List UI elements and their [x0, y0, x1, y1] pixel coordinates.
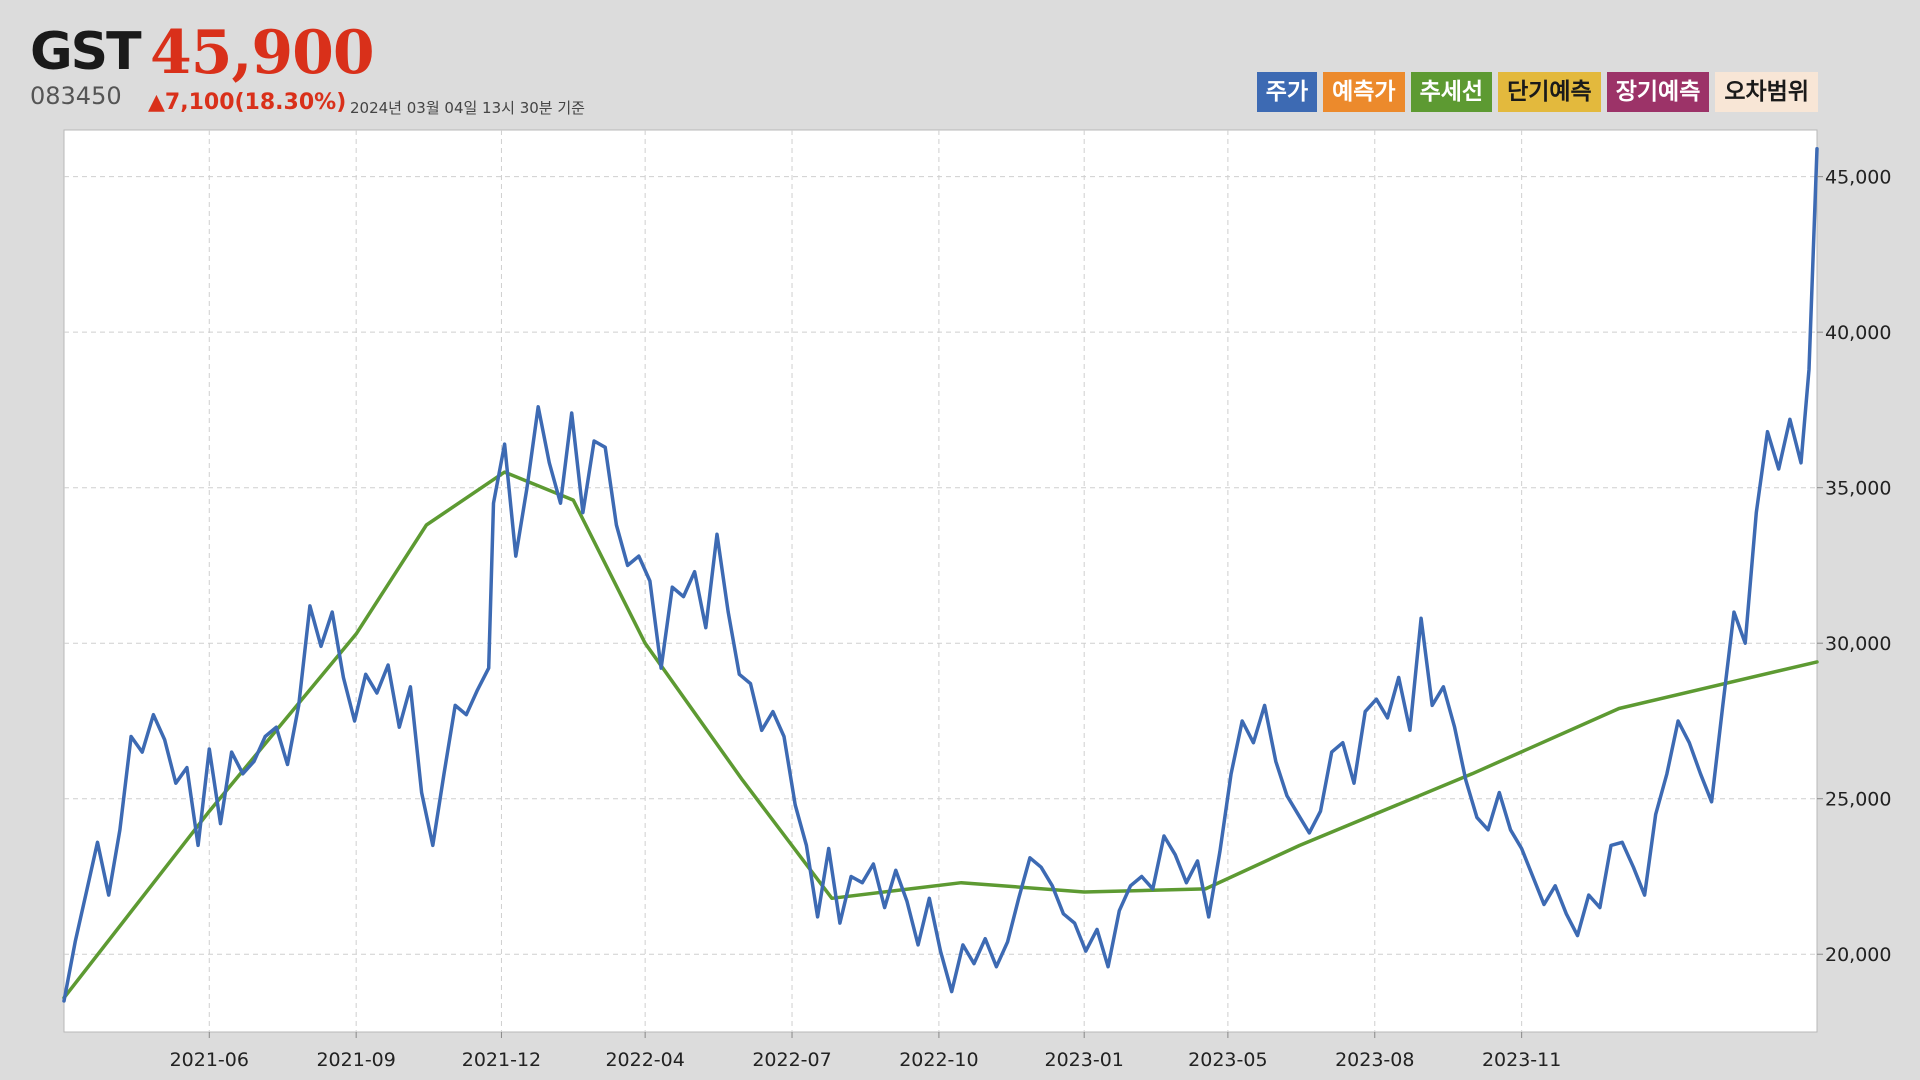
x-tick-label: 2022-04	[605, 1049, 684, 1071]
y-tick-label: 45,000	[1825, 167, 1891, 189]
series-line-price	[62, 146, 1819, 1003]
grid	[64, 130, 1817, 1032]
legend-item-short-term[interactable]: 단기예측	[1498, 72, 1601, 112]
legend-item-price[interactable]: 주가	[1256, 72, 1318, 112]
legend-item-long-term[interactable]: 장기예측	[1606, 72, 1710, 112]
legend: 주가 예측가 추세선 단기예측 장기예측 오차범위	[1256, 72, 1818, 112]
legend-item-error-range[interactable]: 오차범위	[1715, 72, 1818, 112]
legend-item-forecast[interactable]: 예측가	[1323, 72, 1405, 112]
x-tick-label: 2023-08	[1335, 1049, 1414, 1071]
x-tick-label: 2022-10	[899, 1049, 978, 1071]
y-tick-label: 30,000	[1825, 633, 1891, 655]
stock-code: 083450	[30, 82, 122, 110]
ticker-symbol: GST	[30, 22, 142, 82]
y-tick-label: 20,000	[1825, 944, 1891, 966]
x-tick-label: 2021-09	[316, 1049, 395, 1071]
plot-area	[63, 129, 1818, 1033]
y-tick-label: 35,000	[1825, 478, 1891, 500]
y-tick-label: 25,000	[1825, 789, 1891, 811]
y-tick-label: 40,000	[1825, 322, 1891, 344]
y-axis: 20,000 25,000 30,000 35,000 40,000 45,000	[1817, 167, 1891, 966]
current-price: 45,900	[150, 18, 375, 88]
series-layer	[62, 146, 1819, 1003]
x-tick-label: 2023-11	[1482, 1049, 1561, 1071]
x-tick-label: 2021-12	[462, 1049, 541, 1071]
x-tick-label: 2023-05	[1188, 1049, 1267, 1071]
x-axis: 2021-06 2021-09 2021-12 2022-04 2022-07 2022-…	[170, 1032, 1561, 1071]
x-tick-label: 2023-01	[1044, 1049, 1123, 1071]
series-line-trend	[62, 470, 1819, 1000]
price-change: ▲7,100(18.30%)	[148, 90, 347, 115]
header: GST 45,900 083450 ▲7,100(18.30%) 2024년 0…	[0, 0, 1920, 128]
as-of-timestamp: 2024년 03월 04일 13시 30분 기준	[350, 99, 585, 117]
legend-item-trendline[interactable]: 추세선	[1410, 72, 1493, 112]
x-tick-label: 2022-07	[752, 1049, 831, 1071]
x-tick-label: 2021-06	[170, 1049, 249, 1071]
